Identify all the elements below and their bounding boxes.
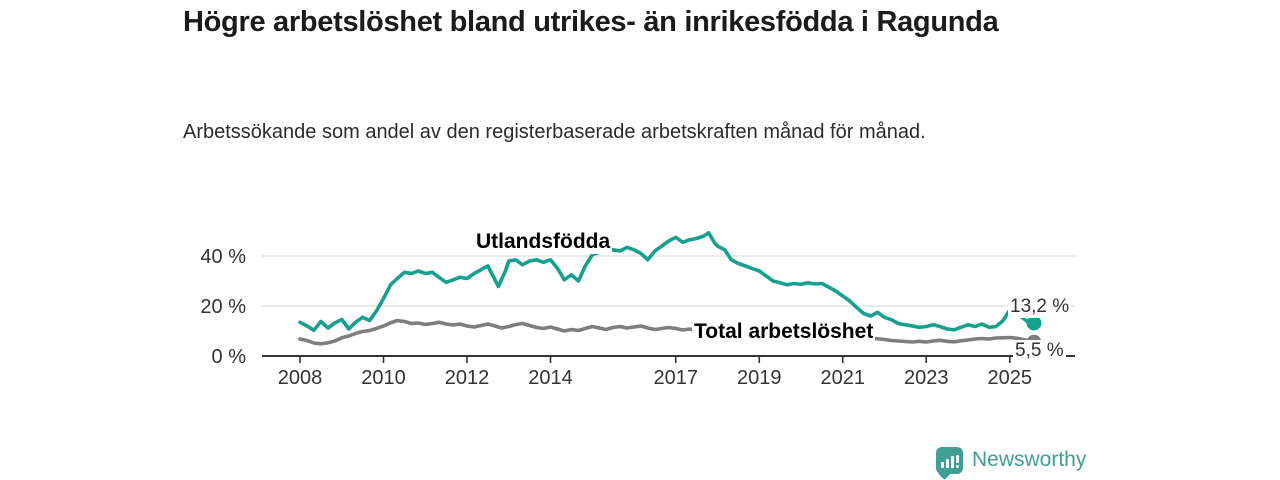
end-dot xyxy=(1026,315,1042,331)
x-axis-tick-label: 2008 xyxy=(278,367,323,389)
line-total-arbetsl-shet xyxy=(298,318,1036,346)
newsworthy-logo[interactable]: Newsworthy xyxy=(936,443,1086,477)
y-axis-tick-label: 40 % xyxy=(200,246,246,268)
x-axis-tick-label: 2023 xyxy=(904,367,949,389)
page-title: Högre arbetslöshet bland utrikes- än inr… xyxy=(183,6,999,38)
y-axis-tick-label: 0 % xyxy=(212,346,247,368)
x-axis-tick-label: 2014 xyxy=(528,367,573,389)
series-label-total-arbetsloshet: Total arbetslöshet xyxy=(692,320,876,344)
x-axis-tick-label: 2025 xyxy=(988,367,1033,389)
newsworthy-brand-name: Newsworthy xyxy=(972,448,1087,471)
x-axis-tick-label: 2017 xyxy=(654,367,699,389)
series-label-utlandsfodda: Utlandsfödda xyxy=(474,230,613,254)
end-value-label-utlandsfodda: 13,2 % xyxy=(1008,296,1072,318)
chart-subtitle: Arbetssökande som andel av den registerb… xyxy=(183,121,926,143)
newsworthy-chart-bubble-icon xyxy=(936,446,963,474)
end-value-label-total: 5,5 % xyxy=(1013,340,1066,362)
x-axis-tick-label: 2012 xyxy=(445,367,490,389)
y-axis-tick-label: 20 % xyxy=(200,296,246,318)
line-utlandsf-dda xyxy=(298,231,1036,333)
x-axis-tick-label: 2019 xyxy=(737,367,782,389)
x-axis-tick-label: 2010 xyxy=(361,367,406,389)
x-axis-tick-label: 2021 xyxy=(821,367,866,389)
